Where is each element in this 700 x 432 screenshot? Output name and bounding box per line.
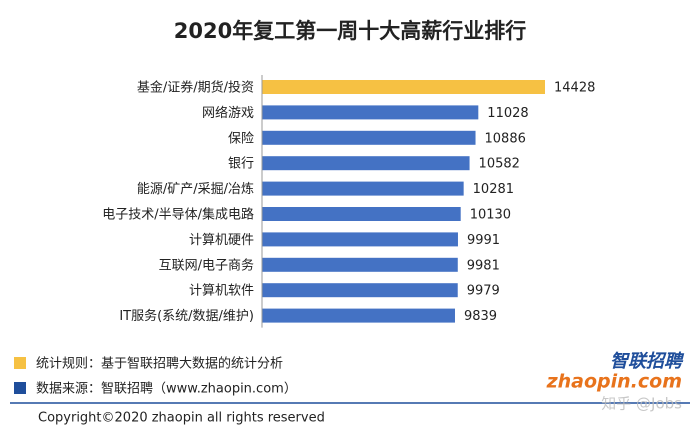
chart-title: 2020年复工第一周十大高薪行业排行 (174, 19, 526, 43)
category-label: 能源/矿产/采掘/冶炼 (137, 182, 254, 197)
bar (262, 156, 470, 171)
note-swatch (14, 357, 26, 369)
value-label: 11028 (487, 106, 528, 121)
bar (262, 308, 455, 323)
category-label: 计算机硬件 (189, 233, 254, 248)
value-label: 10281 (473, 182, 514, 197)
value-label: 9991 (467, 233, 500, 248)
value-label: 9981 (467, 258, 500, 273)
copyright: Copyright©2020 zhaopin all rights reserv… (38, 411, 325, 426)
bar (262, 257, 458, 272)
bar (262, 80, 545, 94)
category-label: IT服务(系统/数据/维护) (119, 308, 254, 324)
bar (262, 207, 461, 221)
logo-cn: 智联招聘 (610, 351, 685, 372)
category-label: 电子技术/半导体/集成电路 (102, 207, 254, 223)
note-text: 统计规则：基于智联招聘大数据的统计分析 (36, 356, 283, 372)
bar (262, 130, 476, 145)
value-label: 10886 (485, 131, 526, 146)
note-text: 数据来源：智联招聘（www.zhaopin.com） (36, 382, 297, 397)
category-label: 基金/证券/期货/投资 (137, 80, 254, 96)
bar (262, 283, 458, 298)
category-label: 保险 (228, 131, 254, 146)
value-label: 10130 (470, 208, 511, 223)
category-label: 计算机软件 (189, 284, 254, 299)
value-label: 9839 (464, 309, 497, 324)
bar (262, 105, 479, 120)
logo-en: zhaopin.com (546, 371, 682, 393)
note-swatch (14, 382, 26, 394)
value-label: 9979 (467, 284, 500, 299)
category-label: 银行 (228, 157, 254, 172)
value-label: 10582 (479, 157, 520, 172)
watermark: 知乎 @Jobs (601, 395, 682, 413)
category-label: 网络游戏 (202, 105, 254, 121)
bar (262, 232, 458, 247)
bar (262, 181, 464, 196)
category-label: 互联网/电子商务 (159, 257, 254, 273)
value-label: 14428 (554, 81, 595, 96)
